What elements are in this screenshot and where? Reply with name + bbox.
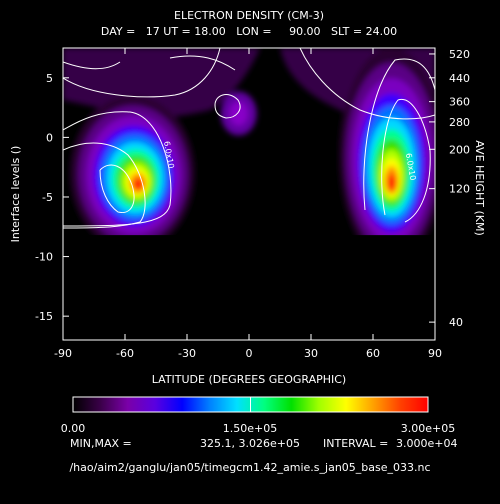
- y-tick-label: 5: [46, 72, 53, 85]
- right-tick-label: 360: [449, 96, 470, 109]
- x-tick-label: 90: [428, 347, 442, 360]
- contour-line: [363, 58, 435, 211]
- y-tick-label: 0: [46, 131, 53, 144]
- colorbar-label-min: 0.00: [61, 422, 86, 435]
- x-tick-label: 60: [366, 347, 380, 360]
- interval-label: INTERVAL =: [323, 437, 388, 450]
- density-band: [389, 180, 394, 190]
- x-tick-label: 0: [246, 347, 253, 360]
- contour-line: [63, 142, 146, 229]
- contour-line: [99, 164, 135, 214]
- contour-line: [169, 55, 236, 71]
- x-tick-label: -90: [54, 347, 72, 360]
- right-tick-label: 120: [449, 183, 470, 196]
- contour-line: [63, 61, 121, 70]
- right-tick-label: 200: [449, 143, 470, 156]
- y-tick-label: -5: [42, 191, 53, 204]
- y-axis-label: Interface levels (): [9, 146, 22, 243]
- chart-subtitle: DAY = 17 UT = 18.00 LON = 90.00 SLT = 24…: [101, 25, 397, 38]
- x-axis: -90 -60 -30 0 30 60 90: [54, 48, 442, 360]
- contour-line: [214, 94, 241, 119]
- y-tick-label: -15: [35, 310, 53, 323]
- footer-path: /hao/aim2/ganglu/jan05/timegcm1.42_amie.…: [69, 461, 430, 474]
- x-tick-label: -30: [178, 347, 196, 360]
- y-axis-left: 5 0 -5 -10 -15: [35, 72, 69, 323]
- colorbar-label-mid: 1.50e+05: [223, 422, 277, 435]
- right-tick-label: 280: [449, 116, 470, 129]
- contour-lines: [63, 48, 435, 229]
- colorbar-label-max: 3.00e+05: [401, 422, 455, 435]
- contour-line: [381, 98, 431, 223]
- y-tick-label: -10: [35, 251, 53, 264]
- chart-title: ELECTRON DENSITY (CM-3): [174, 9, 324, 22]
- contour-line: [63, 48, 221, 98]
- y-axis-right: 520 440 360 280 200 120 40: [429, 48, 470, 329]
- x-tick-label: 30: [304, 347, 318, 360]
- right-tick-label: 440: [449, 72, 470, 85]
- y-axis-right-label: AVE HEIGHT (KM): [473, 140, 486, 236]
- upper-blob: [229, 101, 248, 126]
- density-band: [136, 181, 142, 189]
- x-tick-label: -60: [116, 347, 134, 360]
- contour-line: [299, 48, 435, 120]
- min-max-label: MIN,MAX =: [70, 437, 132, 450]
- min-max-value: 325.1, 3.026e+05: [200, 437, 300, 450]
- right-tick-label: 520: [449, 48, 470, 61]
- lower-dark-region: [63, 235, 435, 340]
- x-axis-label: LATITUDE (DEGREES GEOGRAPHIC): [152, 373, 346, 386]
- right-tick-label: 40: [449, 316, 463, 329]
- interval-value: 3.000e+04: [396, 437, 457, 450]
